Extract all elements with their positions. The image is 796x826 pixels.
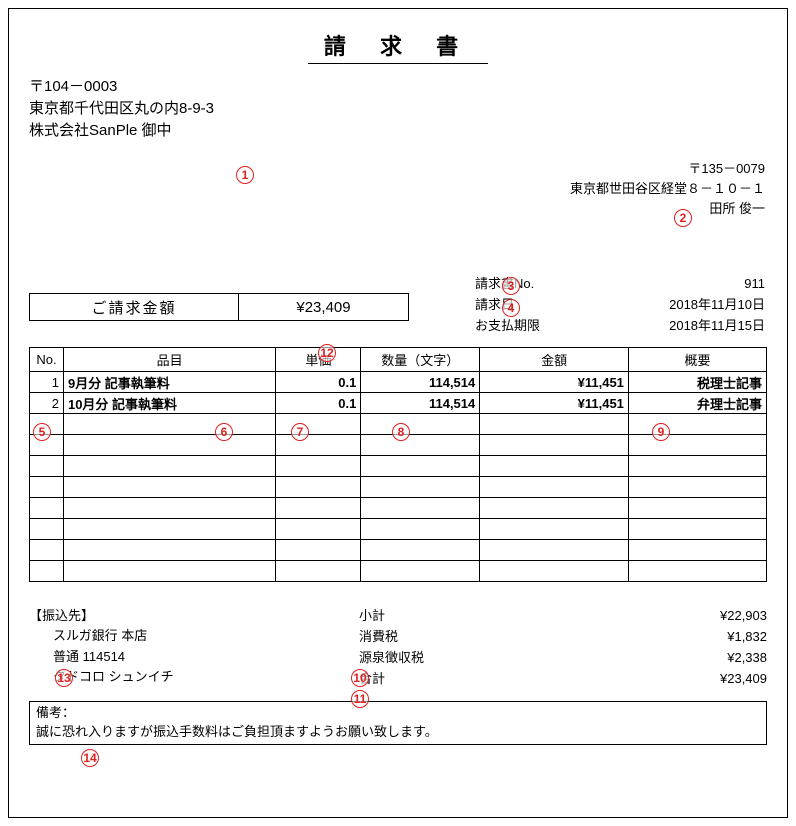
invoice-date-label: 請求日 <box>475 295 514 316</box>
cell-summary: 弁理士記事 <box>628 393 766 414</box>
invoice-no-label: 請求書No. <box>475 274 534 295</box>
cell-qty: 114,514 <box>361 393 480 414</box>
table-row-empty <box>30 477 767 498</box>
total-label: 合計 <box>329 669 385 690</box>
table-row-empty <box>30 498 767 519</box>
meta-block: 請求書No. 911 請求日 2018年11月10日 お支払期限 2018年11… <box>475 274 765 336</box>
table-row-empty <box>30 561 767 582</box>
cell-name: 10月分 記事執筆料 <box>63 393 275 414</box>
total-value: ¥23,409 <box>720 669 767 690</box>
bank-block: 【振込先】 スルガ銀行 本店 普通 114514 タドコロ シュンイチ <box>29 606 329 687</box>
invoice-no: 911 <box>744 274 765 295</box>
tax-value: ¥1,832 <box>727 627 767 648</box>
subtotal-label: 小計 <box>329 606 385 627</box>
col-qty: 数量（文字） <box>361 348 480 372</box>
table-row-empty <box>30 456 767 477</box>
col-price: 単価 <box>276 348 361 372</box>
due-label: お支払期限 <box>475 316 540 337</box>
sender-postal: 〒135－0079 <box>570 159 765 179</box>
table-row-empty <box>30 435 767 456</box>
cell-summary: 税理士記事 <box>628 372 766 393</box>
tax-label: 消費税 <box>329 627 398 648</box>
cell-amount: ¥11,451 <box>480 372 629 393</box>
withhold-label: 源泉徴収税 <box>329 648 424 669</box>
table-row-empty <box>30 540 767 561</box>
cell-price: 0.1 <box>276 393 361 414</box>
subtotal-value: ¥22,903 <box>720 606 767 627</box>
bill-label: ご請求金額 <box>29 293 239 321</box>
sender-name: 田所 俊一 <box>570 199 765 219</box>
recipient-block: 〒104－0003 東京都千代田区丸の内8-9-3 株式会社SanPle 御中 <box>29 76 767 141</box>
remarks-label: 備考： <box>36 705 75 720</box>
table-header-row: No. 品目 単価 数量（文字） 金額 概要 <box>30 348 767 372</box>
cell-no: 1 <box>30 372 64 393</box>
cell-name: 9月分 記事執筆料 <box>63 372 275 393</box>
cell-amount: ¥11,451 <box>480 393 629 414</box>
bank-line1: スルガ銀行 本店 <box>29 626 329 646</box>
table-row: 210月分 記事執筆料0.1114,514¥11,451弁理士記事 <box>30 393 767 414</box>
bank-title: 【振込先】 <box>29 606 329 626</box>
recipient-postal: 〒104－0003 <box>29 76 767 98</box>
cell-qty: 114,514 <box>361 372 480 393</box>
col-no: No. <box>30 348 64 372</box>
recipient-name: 株式会社SanPle 御中 <box>29 120 767 142</box>
totals-block: 小計 ¥22,903 消費税 ¥1,832 源泉徴収税 ¥2,338 合計 ¥2… <box>329 606 767 689</box>
annotation-circle: 14 <box>81 749 99 767</box>
col-name: 品目 <box>63 348 275 372</box>
table-row-empty <box>30 519 767 540</box>
items-table: No. 品目 単価 数量（文字） 金額 概要 19月分 記事執筆料0.1114,… <box>29 347 767 582</box>
remarks-text: 誠に恐れ入りますが振込手数料はご負担頂ますようお願い致します。 <box>36 724 438 739</box>
col-summary: 概要 <box>628 348 766 372</box>
recipient-address: 東京都千代田区丸の内8-9-3 <box>29 98 767 120</box>
invoice-page: 請 求 書 〒104－0003 東京都千代田区丸の内8-9-3 株式会社SanP… <box>8 8 788 818</box>
cell-no: 2 <box>30 393 64 414</box>
cell-price: 0.1 <box>276 372 361 393</box>
doc-title: 請 求 書 <box>308 29 488 64</box>
sender-block: 〒135－0079 東京都世田谷区経堂８－１０－１ 田所 俊一 <box>570 159 765 219</box>
col-amount: 金額 <box>480 348 629 372</box>
withhold-value: ¥2,338 <box>727 648 767 669</box>
sender-address: 東京都世田谷区経堂８－１０－１ <box>570 179 765 199</box>
bottom-block: 【振込先】 スルガ銀行 本店 普通 114514 タドコロ シュンイチ 小計 ¥… <box>29 606 767 689</box>
bill-amount: ¥23,409 <box>239 293 409 321</box>
bank-line2: 普通 114514 <box>29 647 329 667</box>
annotation-circle: 1 <box>236 166 254 184</box>
bank-line3: タドコロ シュンイチ <box>29 667 329 687</box>
table-row: 19月分 記事執筆料0.1114,514¥11,451税理士記事 <box>30 372 767 393</box>
invoice-date: 2018年11月10日 <box>669 295 765 316</box>
remarks-box: 備考： 誠に恐れ入りますが振込手数料はご負担頂ますようお願い致します。 <box>29 701 767 745</box>
table-row-empty <box>30 414 767 435</box>
due-date: 2018年11月15日 <box>669 316 765 337</box>
